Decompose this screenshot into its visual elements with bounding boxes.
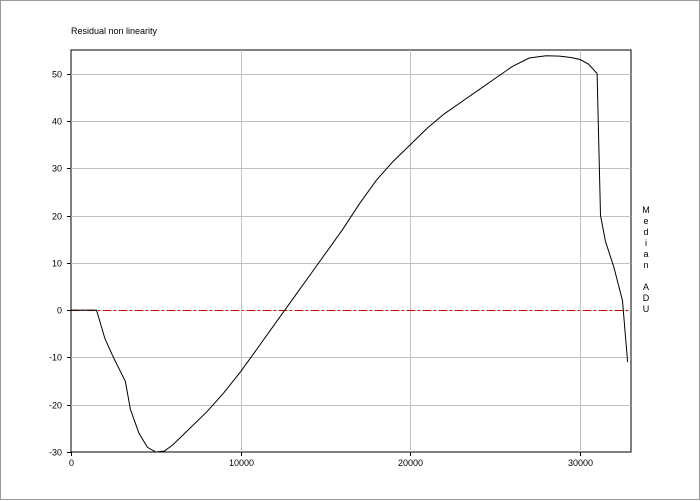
y-tick-label: 0 — [57, 306, 62, 316]
chart-title: Residual non linearity — [71, 26, 158, 36]
y-tick-label: -30 — [49, 448, 62, 458]
y-tick-label: 40 — [52, 117, 62, 127]
y-tick-label: 30 — [52, 164, 62, 174]
y-tick-label: -10 — [49, 353, 62, 363]
y-tick-label: 20 — [52, 212, 62, 222]
series-line — [71, 55, 629, 453]
y-tick-label: 50 — [52, 70, 62, 80]
y-tick-label: 10 — [52, 259, 62, 269]
x-tick-label: 20000 — [398, 458, 423, 468]
plot-area — [70, 49, 632, 453]
x-tick-label: 0 — [69, 458, 74, 468]
x-tick-label: 10000 — [229, 458, 254, 468]
y-tick-label: -20 — [49, 401, 62, 411]
x-tick-label: 30000 — [568, 458, 593, 468]
